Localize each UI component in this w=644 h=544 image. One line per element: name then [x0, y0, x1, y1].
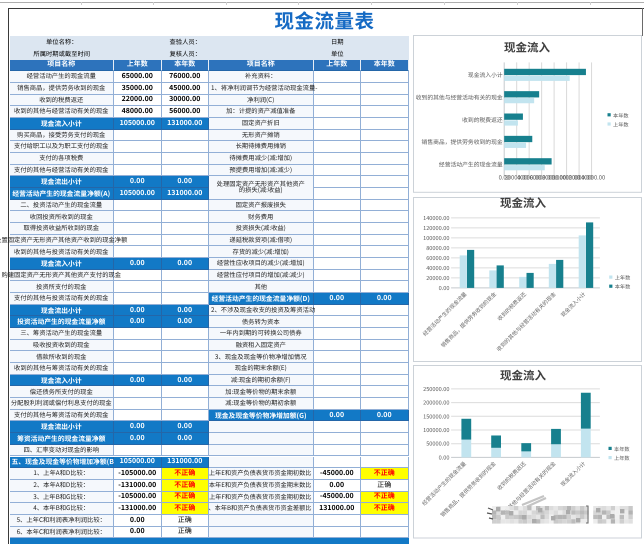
svg-text:现金流入: 现金流入 — [504, 40, 550, 56]
svg-text:本年数: 本年数 — [614, 446, 630, 453]
svg-text:120000.00: 120000.00 — [565, 172, 592, 181]
svg-text:100000.00: 100000.00 — [423, 233, 449, 241]
svg-text:20000.00: 20000.00 — [504, 172, 528, 181]
svg-text:100000.00: 100000.00 — [423, 426, 449, 434]
svg-text:120000.00: 120000.00 — [423, 223, 449, 231]
svg-text:200000.00: 200000.00 — [423, 399, 449, 407]
svg-text:40000.00: 40000.00 — [517, 172, 541, 181]
svg-text:60000.00: 60000.00 — [426, 253, 449, 261]
svg-text:0.00: 0.00 — [438, 283, 449, 291]
svg-text:现金流入: 现金流入 — [500, 197, 546, 211]
svg-text:经营活动产生的现金流量: 经营活动产生的现金流量 — [438, 160, 502, 169]
svg-text:140000.00: 140000.00 — [577, 172, 604, 181]
svg-text:60000.00: 60000.00 — [529, 172, 553, 181]
svg-text:上年数: 上年数 — [614, 455, 630, 462]
svg-text:50000.00: 50000.00 — [426, 440, 449, 448]
svg-text:150000.00: 150000.00 — [423, 412, 449, 420]
svg-text:250000.00: 250000.00 — [423, 385, 449, 393]
svg-text:100000.00: 100000.00 — [552, 172, 579, 181]
svg-text:本年数: 本年数 — [613, 112, 629, 119]
svg-text:收到的其他与经营活动有关的现金: 收到的其他与经营活动有关的现金 — [415, 93, 502, 102]
svg-text:现金流入小计: 现金流入小计 — [467, 70, 502, 79]
svg-text:现金流入: 现金流入 — [500, 368, 546, 384]
svg-text:销售商品，提供劳务收到的现金: 销售商品，提供劳务收到的现金 — [421, 137, 502, 146]
svg-text:40000.00: 40000.00 — [426, 263, 449, 271]
svg-text:本年数: 本年数 — [614, 283, 630, 290]
svg-text:80000.00: 80000.00 — [426, 243, 449, 251]
svg-text:上年数: 上年数 — [614, 274, 630, 281]
svg-text:0.00: 0.00 — [438, 453, 449, 461]
svg-text:上年数: 上年数 — [613, 122, 629, 129]
svg-text:0.00: 0.00 — [498, 172, 509, 181]
svg-text:140000.00: 140000.00 — [423, 213, 449, 221]
svg-text:收到的税费返还: 收到的税费返还 — [462, 115, 503, 124]
svg-text:20000.00: 20000.00 — [426, 273, 449, 281]
svg-text:80000.00: 80000.00 — [542, 172, 566, 181]
